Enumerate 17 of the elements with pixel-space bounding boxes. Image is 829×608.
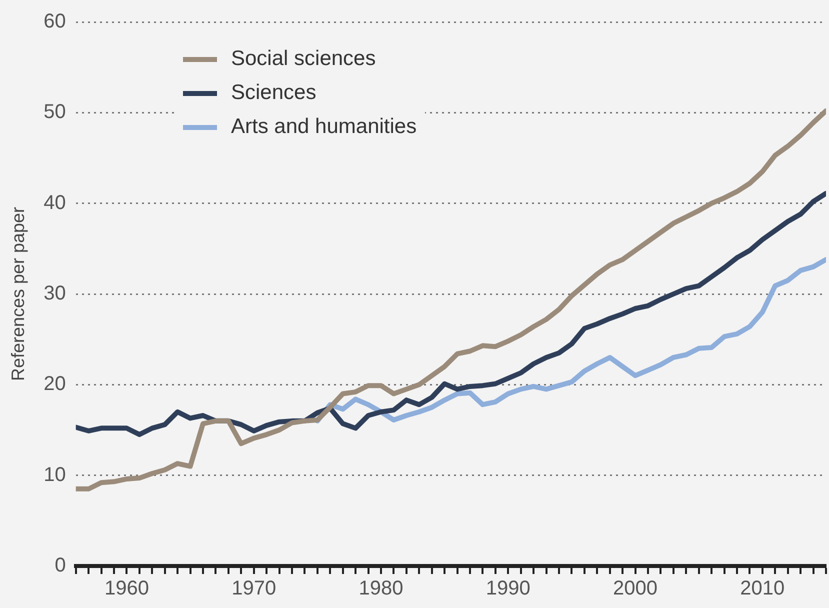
- y-tick-label: 40: [44, 192, 66, 214]
- y-tick-label: 30: [44, 282, 66, 305]
- x-tick-label: 2010: [740, 578, 785, 600]
- x-tick-label: 1980: [358, 578, 404, 600]
- legend-label: Social sciences: [231, 46, 376, 72]
- y-tick-label: 0: [54, 554, 66, 577]
- y-tick-label: 20: [44, 373, 66, 396]
- y-axis-title: References per paper: [8, 206, 28, 382]
- x-tick-label: 1960: [104, 578, 149, 600]
- y-tick-label: 60: [44, 10, 66, 33]
- legend-label: Sciences: [231, 80, 316, 106]
- y-tick-label: 10: [44, 464, 66, 486]
- x-tick-label: 1990: [486, 578, 530, 600]
- x-tick-label: 2000: [613, 578, 658, 600]
- y-tick-label: 50: [44, 101, 66, 124]
- x-tick-label: 1970: [232, 578, 276, 600]
- legend-label: Arts and humanities: [231, 114, 417, 140]
